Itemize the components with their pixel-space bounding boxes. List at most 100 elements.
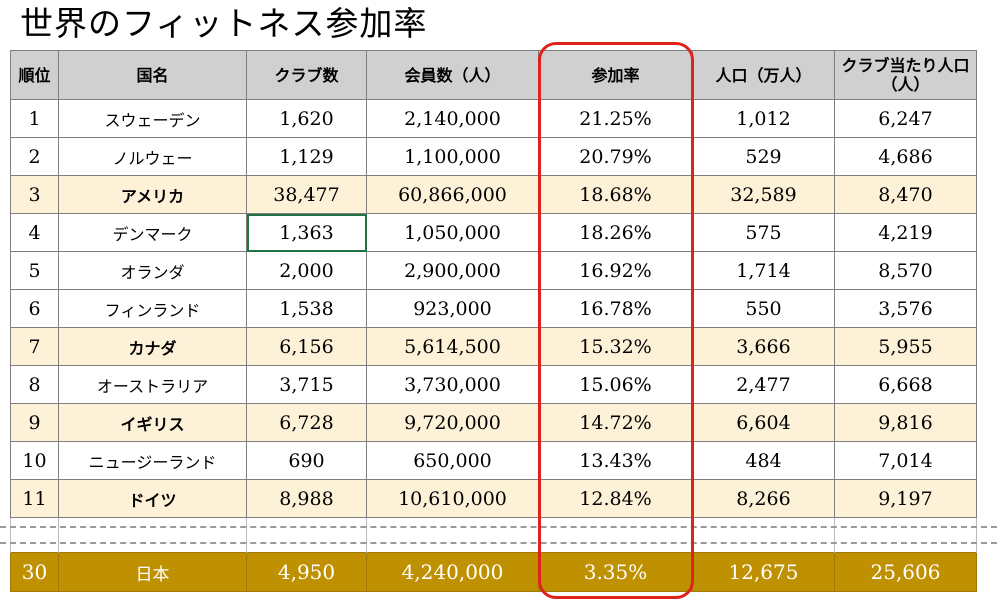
cell-rank[interactable]: 9 xyxy=(10,403,59,442)
omitted-rows-gap xyxy=(10,517,977,553)
cell-rate[interactable]: 15.06% xyxy=(538,365,693,404)
cell-rank[interactable]: 1 xyxy=(10,99,59,138)
table-row: 10 ニュージーランド 690 650,000 13.43% 484 7,014 xyxy=(10,441,977,480)
cell-population[interactable]: 8,266 xyxy=(692,479,835,518)
cell-members[interactable]: 9,720,000 xyxy=(366,403,539,442)
cell-members[interactable]: 10,610,000 xyxy=(366,479,539,518)
cell-clubs[interactable]: 38,477 xyxy=(246,175,367,214)
cell-clubs[interactable]: 1,538 xyxy=(246,289,367,328)
cell-clubs[interactable]: 3,715 xyxy=(246,365,367,404)
cell-per-club[interactable]: 4,219 xyxy=(834,213,977,252)
cell-rate[interactable]: 16.78% xyxy=(538,289,693,328)
cell-members[interactable]: 5,614,500 xyxy=(366,327,539,366)
cell-per-club[interactable]: 9,816 xyxy=(834,403,977,442)
cell-rate[interactable]: 3.35% xyxy=(538,552,693,592)
cell-country[interactable]: オーストラリア xyxy=(58,365,247,404)
cell-rate[interactable]: 20.79% xyxy=(538,137,693,176)
cell-rank[interactable]: 7 xyxy=(10,327,59,366)
cell-per-club[interactable]: 4,686 xyxy=(834,137,977,176)
header-rank[interactable]: 順位 xyxy=(10,50,59,100)
cell-rank[interactable]: 6 xyxy=(10,289,59,328)
cell-members[interactable]: 2,900,000 xyxy=(366,251,539,290)
cell-population[interactable]: 1,714 xyxy=(692,251,835,290)
cell-country[interactable]: ニュージーランド xyxy=(58,441,247,480)
cell-rank[interactable]: 2 xyxy=(10,137,59,176)
cell-clubs[interactable]: 4,950 xyxy=(246,552,367,592)
cell-clubs[interactable]: 690 xyxy=(246,441,367,480)
cell-per-club[interactable]: 7,014 xyxy=(834,441,977,480)
cell-rank[interactable]: 30 xyxy=(10,552,59,592)
cell-population[interactable]: 6,604 xyxy=(692,403,835,442)
cell-rate[interactable]: 14.72% xyxy=(538,403,693,442)
cell-rank[interactable]: 3 xyxy=(10,175,59,214)
cell-country[interactable]: ノルウェー xyxy=(58,137,247,176)
table-row: 6 フィンランド 1,538 923,000 16.78% 550 3,576 xyxy=(10,289,977,328)
cell-population[interactable]: 32,589 xyxy=(692,175,835,214)
cell-members[interactable]: 650,000 xyxy=(366,441,539,480)
cell-per-club[interactable]: 3,576 xyxy=(834,289,977,328)
cell-per-club[interactable]: 8,570 xyxy=(834,251,977,290)
cell-country[interactable]: カナダ xyxy=(58,327,247,366)
cell-country[interactable]: フィンランド xyxy=(58,289,247,328)
cell-clubs[interactable]: 1,620 xyxy=(246,99,367,138)
cell-country[interactable]: スウェーデン xyxy=(58,99,247,138)
cell-members[interactable]: 1,050,000 xyxy=(366,213,539,252)
cell-population[interactable]: 484 xyxy=(692,441,835,480)
header-population[interactable]: 人口（万人） xyxy=(692,50,835,100)
cell-country[interactable]: ドイツ xyxy=(58,479,247,518)
cell-rank[interactable]: 11 xyxy=(10,479,59,518)
cell-rate[interactable]: 18.68% xyxy=(538,175,693,214)
cell-rank[interactable]: 10 xyxy=(10,441,59,480)
cell-per-club[interactable]: 6,668 xyxy=(834,365,977,404)
cell-rate[interactable]: 13.43% xyxy=(538,441,693,480)
cell-clubs[interactable]: 6,728 xyxy=(246,403,367,442)
header-clubs[interactable]: クラブ数 xyxy=(246,50,367,100)
cell-members[interactable]: 2,140,000 xyxy=(366,99,539,138)
cell-population[interactable]: 12,675 xyxy=(692,552,835,592)
table-row: 2 ノルウェー 1,129 1,100,000 20.79% 529 4,686 xyxy=(10,137,977,176)
cell-per-club[interactable]: 25,606 xyxy=(834,552,977,592)
cell-rate[interactable]: 18.26% xyxy=(538,213,693,252)
cell-rank[interactable]: 5 xyxy=(10,251,59,290)
cell-rank[interactable]: 4 xyxy=(10,213,59,252)
cell-clubs[interactable]: 6,156 xyxy=(246,327,367,366)
cell-population[interactable]: 2,477 xyxy=(692,365,835,404)
header-rate[interactable]: 参加率 xyxy=(538,50,693,100)
cell-members[interactable]: 4,240,000 xyxy=(366,552,539,592)
cell-members[interactable]: 3,730,000 xyxy=(366,365,539,404)
cell-rank[interactable]: 8 xyxy=(10,365,59,404)
cell-per-club[interactable]: 9,197 xyxy=(834,479,977,518)
cell-population[interactable]: 550 xyxy=(692,289,835,328)
cell-per-club[interactable]: 5,955 xyxy=(834,327,977,366)
cell-clubs[interactable]: 2,000 xyxy=(246,251,367,290)
cell-members[interactable]: 60,866,000 xyxy=(366,175,539,214)
cell-members[interactable]: 1,100,000 xyxy=(366,137,539,176)
cell-rate[interactable]: 12.84% xyxy=(538,479,693,518)
cell-population[interactable]: 529 xyxy=(692,137,835,176)
cell-population[interactable]: 575 xyxy=(692,213,835,252)
cell-country[interactable]: イギリス xyxy=(58,403,247,442)
cell-clubs[interactable]: 1,129 xyxy=(246,137,367,176)
table-row-highlighted: 9 イギリス 6,728 9,720,000 14.72% 6,604 9,81… xyxy=(10,403,977,442)
cell-per-club[interactable]: 6,247 xyxy=(834,99,977,138)
cell-members[interactable]: 923,000 xyxy=(366,289,539,328)
cell-country[interactable]: 日本 xyxy=(58,552,247,592)
cell-population[interactable]: 3,666 xyxy=(692,327,835,366)
cell-clubs[interactable]: 8,988 xyxy=(246,479,367,518)
header-per-club[interactable]: クラブ当たり人口（人） xyxy=(834,50,977,100)
table-row: 8 オーストラリア 3,715 3,730,000 15.06% 2,477 6… xyxy=(10,365,977,404)
table-row-highlighted: 7 カナダ 6,156 5,614,500 15.32% 3,666 5,955 xyxy=(10,327,977,366)
header-row: 順位 国名 クラブ数 会員数（人） 参加率 人口（万人） クラブ当たり人口（人） xyxy=(10,50,977,100)
cell-clubs-selected[interactable]: 1,363 xyxy=(246,213,367,252)
header-members[interactable]: 会員数（人） xyxy=(366,50,539,100)
cell-per-club[interactable]: 8,470 xyxy=(834,175,977,214)
cell-country[interactable]: アメリカ xyxy=(58,175,247,214)
cell-country[interactable]: オランダ xyxy=(58,251,247,290)
fitness-participation-table: 順位 国名 クラブ数 会員数（人） 参加率 人口（万人） クラブ当たり人口（人）… xyxy=(10,50,977,592)
header-country[interactable]: 国名 xyxy=(58,50,247,100)
cell-country[interactable]: デンマーク xyxy=(58,213,247,252)
cell-rate[interactable]: 16.92% xyxy=(538,251,693,290)
cell-rate[interactable]: 15.32% xyxy=(538,327,693,366)
cell-population[interactable]: 1,012 xyxy=(692,99,835,138)
cell-rate[interactable]: 21.25% xyxy=(538,99,693,138)
